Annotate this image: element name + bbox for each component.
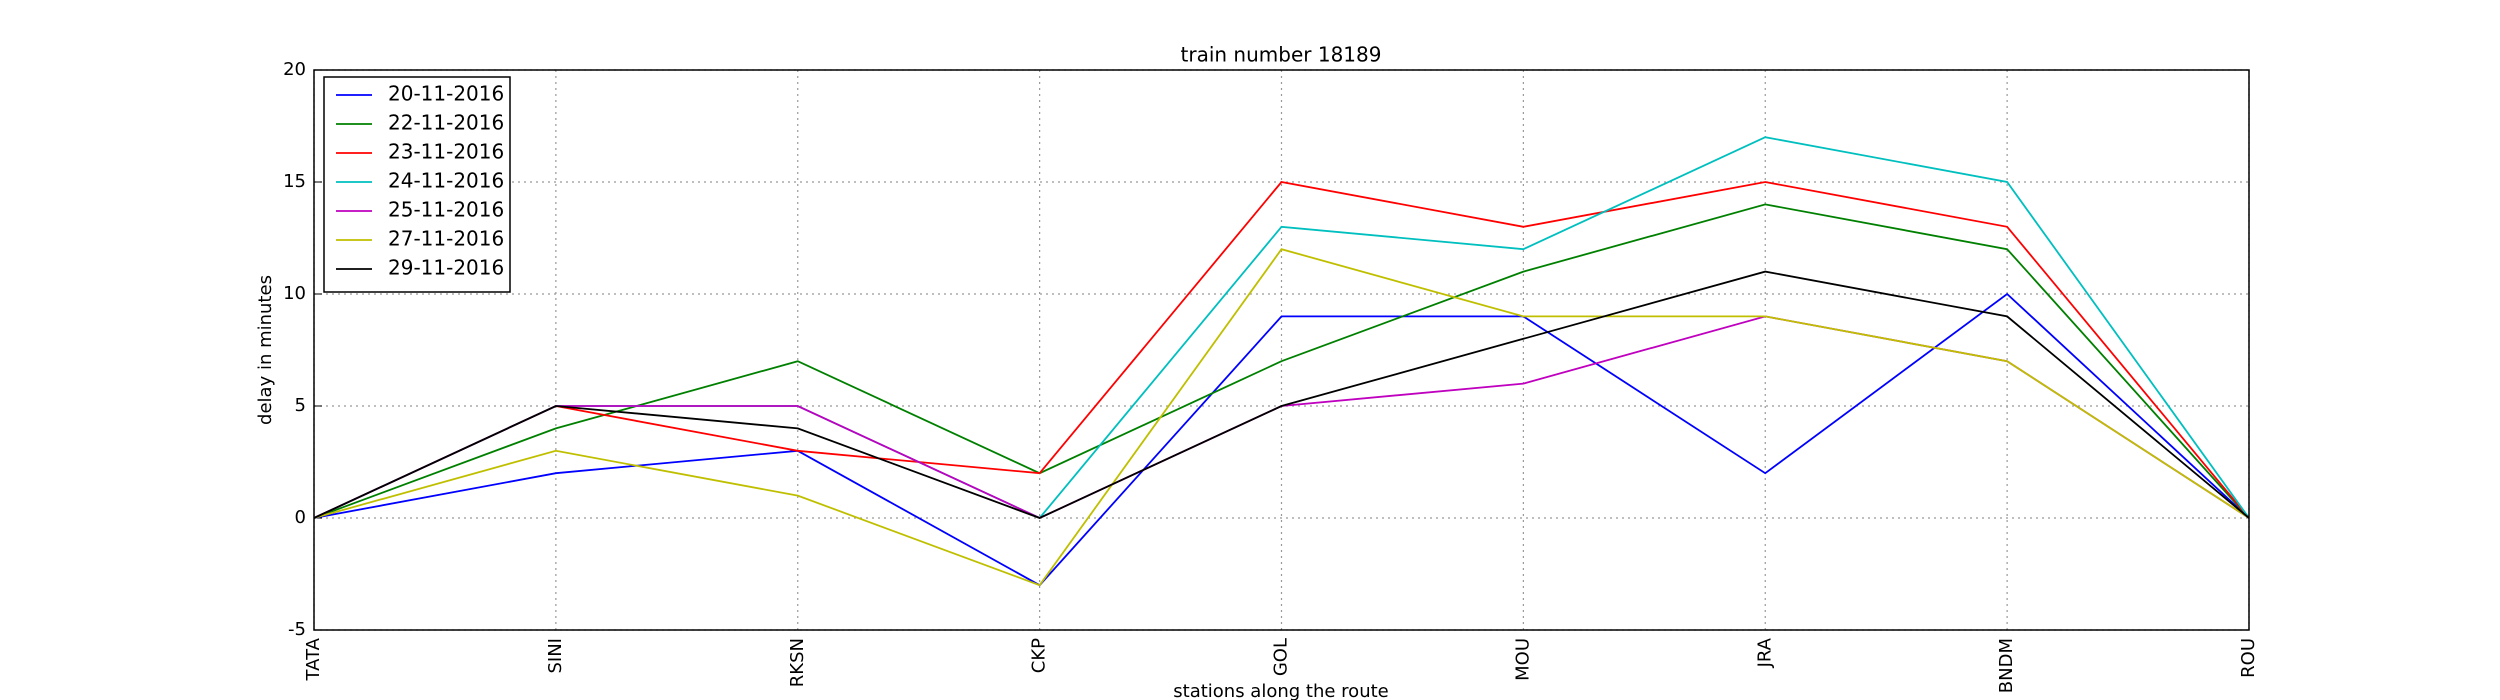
y-tick-label: 20: [283, 59, 306, 80]
y-tick-label: 0: [295, 507, 306, 528]
legend-label: 29-11-2016: [388, 256, 504, 280]
series-line: [313, 292, 2250, 587]
legend-label: 25-11-2016: [388, 198, 504, 222]
x-tick-label: GOL: [1271, 638, 1292, 676]
series-line: [313, 181, 2250, 519]
x-axis-label: stations along the route: [1173, 681, 1388, 700]
legend-label: 20-11-2016: [388, 82, 504, 106]
series-line: [313, 248, 2250, 587]
legend-label: 27-11-2016: [388, 227, 504, 251]
x-tick-label: TATA: [303, 637, 324, 681]
x-tick-label: JRA: [1754, 637, 1775, 668]
legend-box: [323, 76, 511, 293]
x-tick-label: SINI: [545, 638, 566, 674]
y-tick-label: -5: [288, 619, 306, 640]
legend-label: 24-11-2016: [388, 169, 504, 193]
y-tick-label: 10: [283, 283, 306, 304]
y-tick-label: 15: [283, 171, 306, 192]
x-tick-label: RKSN: [787, 638, 808, 687]
x-tick-label: MOU: [1512, 638, 1533, 681]
y-axis-label: delay in minutes: [255, 275, 276, 425]
x-tick-label: BNDM: [1996, 638, 2017, 693]
legend-label: 22-11-2016: [388, 111, 504, 135]
plot-frame: [313, 69, 2250, 631]
chart-title: train number 18189: [1181, 43, 1382, 67]
series-line: [313, 270, 2250, 519]
x-tick-label: CKP: [1029, 638, 1050, 673]
y-tick-label: 5: [295, 395, 306, 416]
x-tick-label: ROU: [2238, 638, 2259, 678]
legend-label: 23-11-2016: [388, 140, 504, 164]
